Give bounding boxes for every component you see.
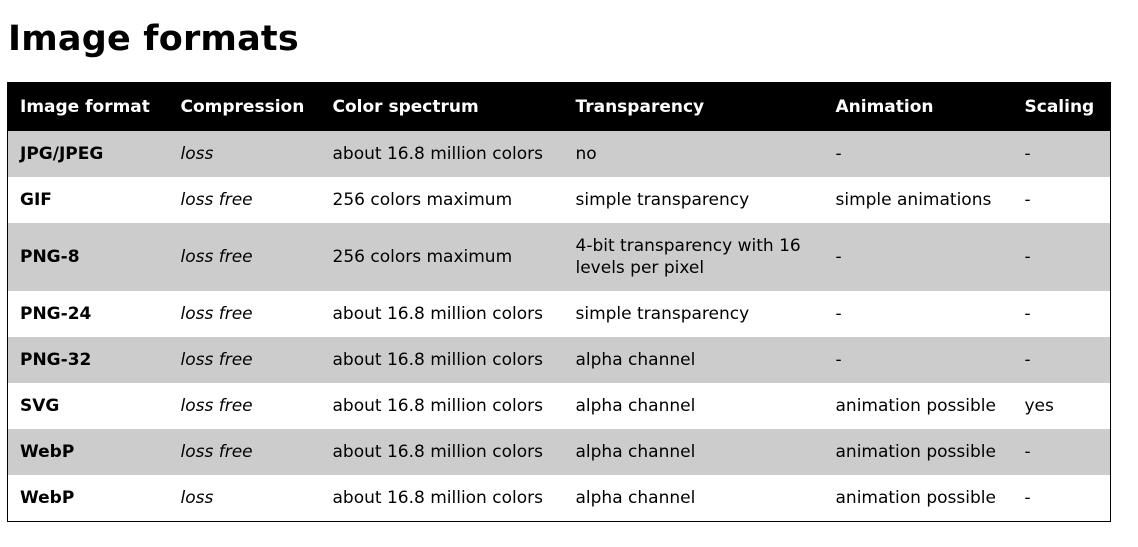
cell-color-spectrum: about 16.8 million colors: [320, 475, 564, 522]
cell-scaling: -: [1012, 429, 1111, 475]
cell-animation: simple animations: [823, 177, 1013, 223]
cell-scaling: -: [1012, 177, 1111, 223]
cell-animation: animation possible: [823, 429, 1013, 475]
cell-transparency: alpha channel: [563, 429, 824, 475]
table-row: JPG/JPEG loss about 16.8 million colors …: [7, 131, 1111, 177]
header-color-spectrum: Color spectrum: [320, 82, 564, 131]
cell-image-format: GIF: [7, 177, 169, 223]
cell-compression: loss free: [168, 337, 321, 383]
cell-image-format: PNG-32: [7, 337, 169, 383]
cell-transparency: simple transparency: [563, 291, 824, 337]
table-row: PNG-24 loss free about 16.8 million colo…: [7, 291, 1111, 337]
cell-scaling: -: [1012, 223, 1111, 291]
table-header-row: Image format Compression Color spectrum …: [7, 82, 1111, 131]
cell-color-spectrum: about 16.8 million colors: [320, 337, 564, 383]
cell-compression: loss free: [168, 383, 321, 429]
cell-animation: -: [823, 131, 1013, 177]
cell-compression: loss free: [168, 177, 321, 223]
cell-color-spectrum: about 16.8 million colors: [320, 131, 564, 177]
cell-color-spectrum: about 16.8 million colors: [320, 429, 564, 475]
cell-image-format: WebP: [7, 475, 169, 522]
table-row: GIF loss free 256 colors maximum simple …: [7, 177, 1111, 223]
cell-scaling: -: [1012, 337, 1111, 383]
header-transparency: Transparency: [563, 82, 824, 131]
cell-compression: loss free: [168, 429, 321, 475]
cell-color-spectrum: about 16.8 million colors: [320, 383, 564, 429]
cell-animation: -: [823, 223, 1013, 291]
cell-image-format: JPG/JPEG: [7, 131, 169, 177]
header-animation: Animation: [823, 82, 1013, 131]
table-row: PNG-32 loss free about 16.8 million colo…: [7, 337, 1111, 383]
cell-transparency: 4-bit transparency with 16 levels per pi…: [563, 223, 824, 291]
cell-image-format: PNG-8: [7, 223, 169, 291]
cell-animation: animation possible: [823, 475, 1013, 522]
cell-compression: loss: [168, 475, 321, 522]
cell-scaling: -: [1012, 475, 1111, 522]
cell-transparency: alpha channel: [563, 383, 824, 429]
cell-color-spectrum: about 16.8 million colors: [320, 291, 564, 337]
cell-color-spectrum: 256 colors maximum: [320, 177, 564, 223]
cell-compression: loss free: [168, 291, 321, 337]
table-row: WebP loss free about 16.8 million colors…: [7, 429, 1111, 475]
cell-compression: loss free: [168, 223, 321, 291]
cell-transparency: no: [563, 131, 824, 177]
header-scaling: Scaling: [1012, 82, 1111, 131]
cell-animation: -: [823, 337, 1013, 383]
page-title: Image formats: [8, 19, 299, 59]
cell-image-format: PNG-24: [7, 291, 169, 337]
table-row: PNG-8 loss free 256 colors maximum 4-bit…: [7, 223, 1111, 291]
cell-scaling: -: [1012, 131, 1111, 177]
cell-transparency: alpha channel: [563, 475, 824, 522]
cell-color-spectrum: 256 colors maximum: [320, 223, 564, 291]
header-image-format: Image format: [7, 82, 169, 131]
cell-image-format: WebP: [7, 429, 169, 475]
cell-animation: -: [823, 291, 1013, 337]
cell-compression: loss: [168, 131, 321, 177]
cell-animation: animation possible: [823, 383, 1013, 429]
table-row: WebP loss about 16.8 million colors alph…: [7, 475, 1111, 522]
image-formats-table: Image format Compression Color spectrum …: [7, 82, 1111, 522]
table-row: SVG loss free about 16.8 million colors …: [7, 383, 1111, 429]
cell-transparency: alpha channel: [563, 337, 824, 383]
cell-scaling: -: [1012, 291, 1111, 337]
cell-scaling: yes: [1012, 383, 1111, 429]
cell-transparency: simple transparency: [563, 177, 824, 223]
cell-image-format: SVG: [7, 383, 169, 429]
header-compression: Compression: [168, 82, 321, 131]
